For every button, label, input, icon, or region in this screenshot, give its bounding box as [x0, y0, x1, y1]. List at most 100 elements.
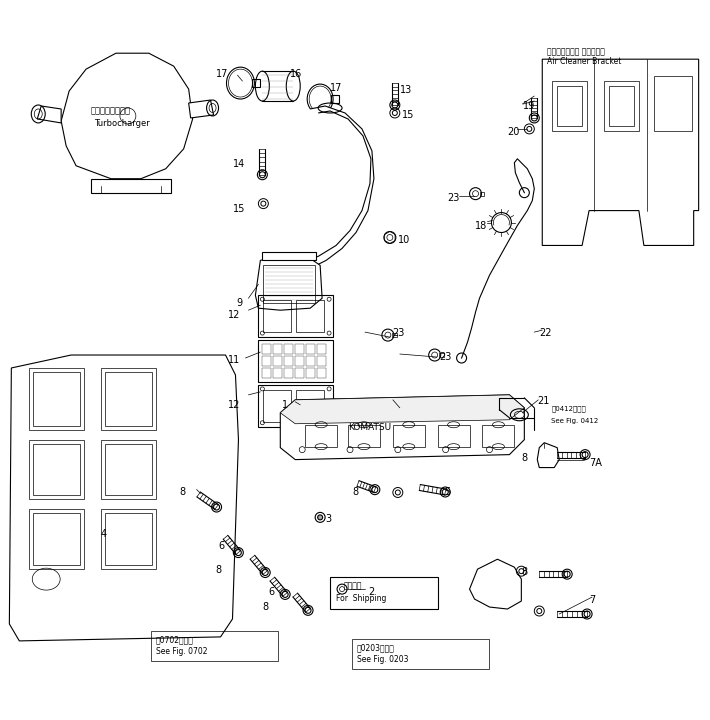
Bar	[263, 344, 271, 354]
Bar	[263, 368, 271, 378]
Bar	[33, 513, 80, 565]
Bar	[273, 368, 283, 378]
Text: 8: 8	[263, 602, 268, 612]
Bar	[284, 368, 293, 378]
Bar	[101, 368, 155, 430]
Text: 運搬部品: 運搬部品	[344, 581, 363, 590]
Text: 9: 9	[236, 298, 242, 308]
Text: 1: 1	[282, 400, 288, 410]
Bar	[609, 86, 634, 126]
Bar	[483, 425, 514, 446]
Bar	[393, 425, 425, 446]
Bar	[552, 81, 587, 131]
Bar	[479, 192, 484, 196]
Polygon shape	[91, 179, 170, 193]
Polygon shape	[37, 106, 61, 123]
Bar	[296, 390, 324, 422]
Bar	[29, 510, 84, 570]
Polygon shape	[537, 443, 559, 467]
Text: 第0412図参照: 第0412図参照	[551, 406, 586, 413]
Bar	[105, 513, 152, 565]
Text: 4: 4	[101, 529, 107, 539]
Bar	[352, 639, 489, 669]
Bar	[273, 344, 283, 354]
Text: 6: 6	[268, 587, 275, 597]
Bar	[306, 356, 315, 366]
Text: 12: 12	[228, 400, 241, 410]
Bar	[29, 440, 84, 500]
Bar	[29, 368, 84, 430]
Text: 14: 14	[233, 159, 246, 168]
Bar	[33, 372, 80, 426]
Polygon shape	[189, 100, 214, 118]
Text: 15: 15	[402, 110, 414, 120]
Text: 13: 13	[400, 85, 412, 95]
Bar	[263, 266, 315, 303]
Text: For  Shipping: For Shipping	[336, 594, 386, 603]
Bar	[295, 344, 304, 354]
Bar	[258, 340, 333, 382]
Bar	[263, 390, 291, 422]
Bar	[252, 79, 261, 87]
Polygon shape	[275, 106, 374, 270]
Polygon shape	[542, 59, 699, 246]
Text: 7A: 7A	[589, 458, 602, 467]
Bar	[101, 440, 155, 500]
Text: 22: 22	[540, 328, 552, 338]
Text: 5: 5	[444, 487, 451, 497]
Bar	[317, 356, 326, 366]
Text: 23: 23	[439, 352, 452, 362]
Bar	[306, 344, 315, 354]
Bar	[263, 356, 271, 366]
Text: 8: 8	[216, 565, 222, 575]
Bar	[330, 577, 437, 609]
Bar	[295, 356, 304, 366]
Text: See Fig. 0203: See Fig. 0203	[357, 655, 408, 664]
Text: See Fig. 0412: See Fig. 0412	[551, 418, 599, 424]
Bar	[105, 444, 152, 495]
Text: 17: 17	[330, 83, 342, 93]
Bar	[317, 344, 326, 354]
Text: 17: 17	[216, 69, 229, 79]
Text: Air Cleaner Bracket: Air Cleaner Bracket	[547, 57, 622, 66]
Bar	[604, 81, 639, 131]
Text: 3: 3	[325, 514, 332, 524]
Text: エアークリーナ ブラケット: エアークリーナ ブラケット	[547, 48, 605, 56]
Text: 7: 7	[589, 595, 595, 605]
Bar	[392, 333, 397, 337]
Bar	[305, 425, 337, 446]
Polygon shape	[263, 253, 316, 261]
Polygon shape	[61, 53, 192, 179]
Bar	[273, 356, 283, 366]
Text: 19: 19	[523, 101, 535, 111]
Text: See Fig. 0702: See Fig. 0702	[155, 647, 207, 656]
Bar	[258, 295, 333, 337]
Text: 第0702図参照: 第0702図参照	[155, 635, 194, 644]
Text: ターボチャージャ: ターボチャージャ	[91, 106, 131, 115]
Polygon shape	[469, 559, 521, 609]
Bar	[33, 444, 80, 495]
Text: 15: 15	[233, 204, 246, 214]
Text: 23: 23	[392, 328, 404, 338]
Bar	[284, 356, 293, 366]
Polygon shape	[278, 111, 371, 262]
Text: 11: 11	[228, 355, 241, 365]
Text: 8: 8	[352, 487, 358, 497]
Text: 20: 20	[507, 127, 519, 137]
Bar	[105, 372, 152, 426]
Text: 2: 2	[368, 587, 374, 597]
Circle shape	[317, 515, 322, 520]
Bar	[258, 385, 333, 427]
Bar	[331, 95, 339, 103]
Bar	[437, 425, 469, 446]
Polygon shape	[256, 256, 322, 310]
Bar	[654, 76, 692, 131]
Bar	[306, 368, 315, 378]
Polygon shape	[9, 355, 239, 641]
Text: 10: 10	[398, 235, 410, 246]
Bar	[557, 86, 582, 126]
Bar	[296, 300, 324, 332]
Text: 18: 18	[475, 220, 488, 230]
Text: 16: 16	[290, 69, 302, 79]
Text: 8: 8	[521, 567, 528, 577]
